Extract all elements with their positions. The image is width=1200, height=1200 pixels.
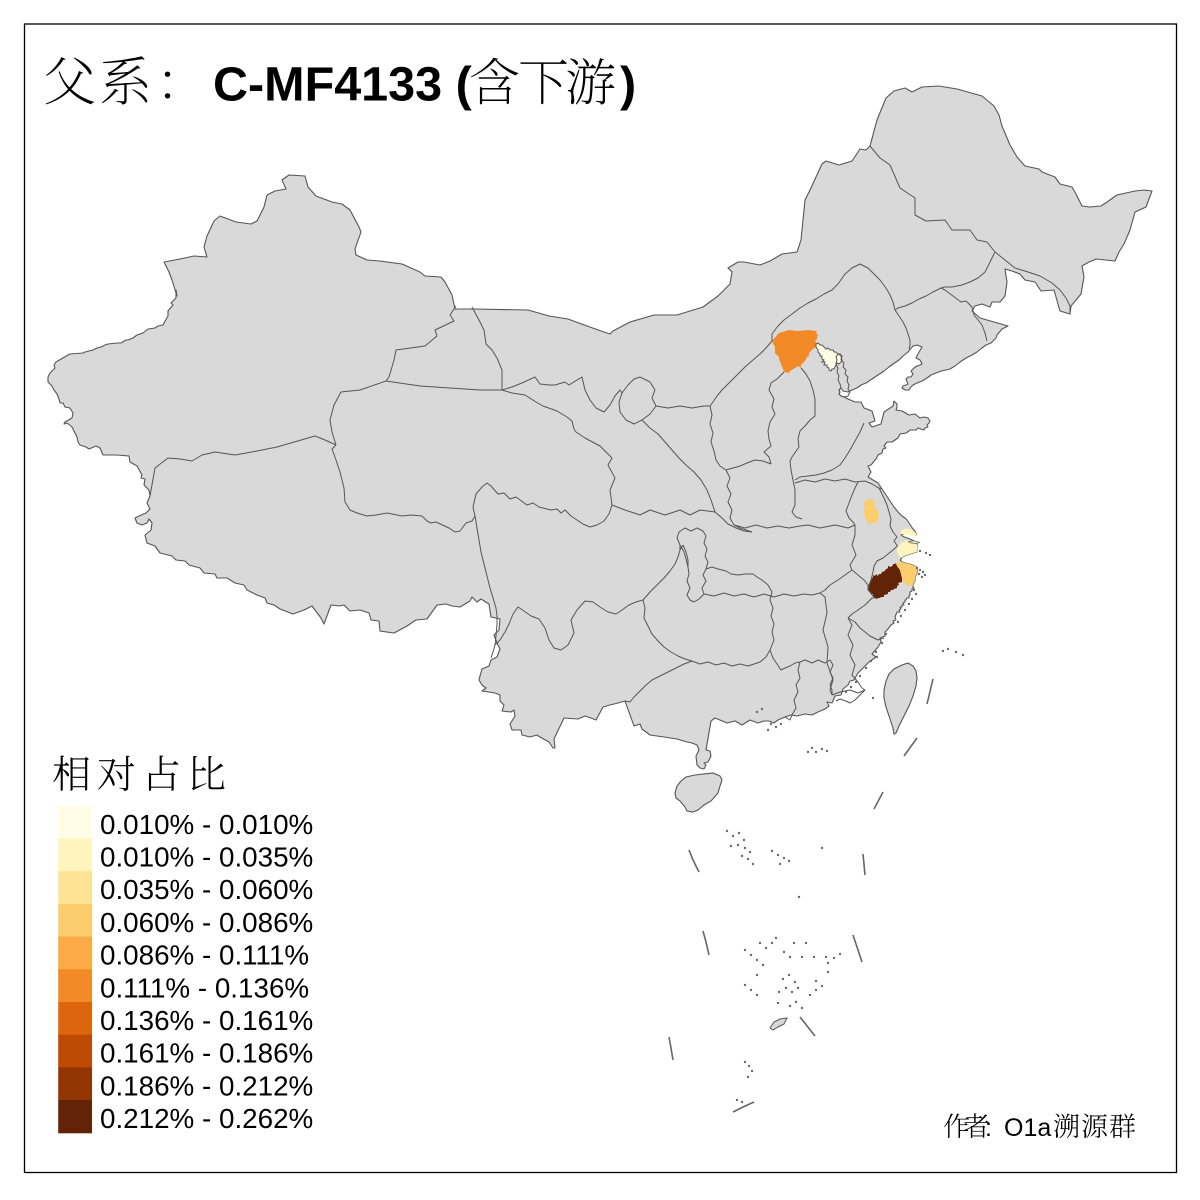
svg-text:0.161% - 0.186%: 0.161% - 0.186% xyxy=(100,1038,313,1069)
svg-text:0.186% - 0.212%: 0.186% - 0.212% xyxy=(100,1070,313,1101)
svg-text:0.111% - 0.136%: 0.111% - 0.136% xyxy=(100,972,309,1003)
svg-text:0.212% - 0.262%: 0.212% - 0.262% xyxy=(100,1103,313,1134)
svg-text::: : xyxy=(985,1114,992,1142)
svg-text:C-MF4133 (: C-MF4133 ( xyxy=(213,58,473,112)
svg-text:0.086% - 0.111%: 0.086% - 0.111% xyxy=(100,940,309,971)
svg-text:0.010% - 0.035%: 0.010% - 0.035% xyxy=(100,842,313,873)
svg-text:0.010% - 0.010%: 0.010% - 0.010% xyxy=(100,809,313,840)
svg-text:): ) xyxy=(620,58,636,112)
svg-text:0.035% - 0.060%: 0.035% - 0.060% xyxy=(100,874,313,905)
svg-text:0.060% - 0.086%: 0.060% - 0.086% xyxy=(100,907,313,938)
svg-text:O1a: O1a xyxy=(1004,1114,1051,1142)
svg-text:0.136% - 0.161%: 0.136% - 0.161% xyxy=(100,1005,313,1036)
